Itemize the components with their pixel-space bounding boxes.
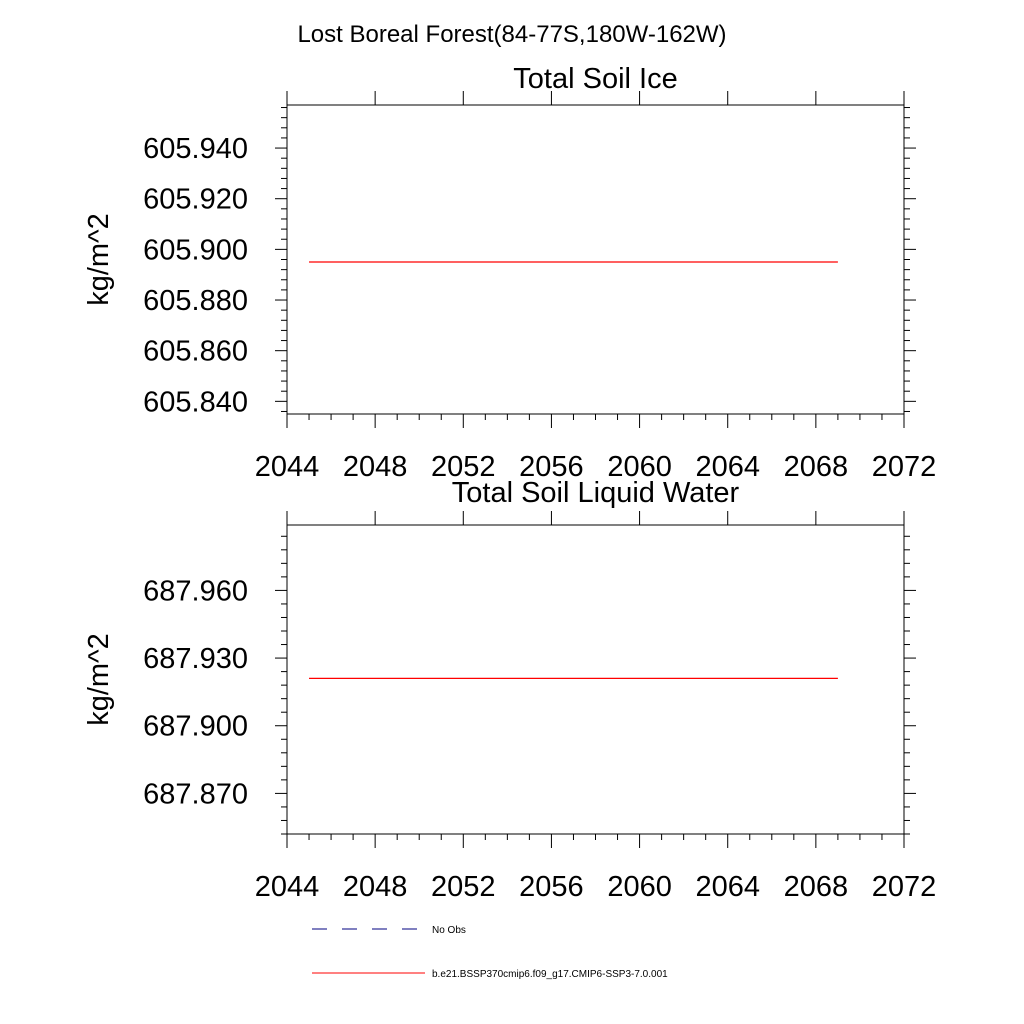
chart-panels: Total Soil Ice kg/m^2 2044 2048 2052 2056 2060… — [83, 63, 936, 903]
legend-label-1: No Obs — [432, 925, 466, 936]
x-tick-label: 2052 — [431, 451, 496, 483]
x-tick-label: 2068 — [784, 871, 849, 903]
x-tick-label: 2048 — [343, 451, 408, 483]
x-tick-label: 2064 — [695, 451, 760, 483]
x-tick-label: 2064 — [695, 871, 760, 903]
page-title: Lost Boreal Forest(84-77S,180W-162W) — [297, 21, 726, 48]
x-tick-label: 2052 — [431, 871, 496, 903]
y-tick-label: 605.940 — [143, 133, 248, 165]
y-axis-label: kg/m^2 — [83, 213, 115, 306]
y-tick-label: 687.960 — [143, 575, 248, 607]
y-tick-label: 605.900 — [143, 234, 248, 266]
panel-title: Total Soil Ice — [513, 63, 677, 95]
chart-panel-2: Total Soil Liquid Water kg/m^2 2044 2048 205… — [83, 477, 936, 903]
x-tick-label: 2048 — [343, 871, 408, 903]
x-tick-label: 2072 — [872, 871, 937, 903]
x-tick-label: 2068 — [784, 451, 849, 483]
chart-panel-1: Total Soil Ice kg/m^2 2044 2048 2052 2056 2060… — [83, 63, 936, 483]
x-tick-label: 2044 — [255, 871, 320, 903]
x-tick-label: 2060 — [607, 871, 672, 903]
legend-label-2: b.e21.BSSP370cmip6.f09_g17.CMIP6-SSP3-7.… — [432, 969, 668, 980]
y-tick-label: 687.870 — [143, 778, 248, 810]
y-tick-label: 687.900 — [143, 711, 248, 743]
x-tick-label: 2044 — [255, 451, 320, 483]
y-tick-label: 687.930 — [143, 643, 248, 675]
y-tick-label: 605.920 — [143, 184, 248, 216]
x-tick-label: 2056 — [519, 451, 584, 483]
panel-title: Total Soil Liquid Water — [452, 477, 740, 509]
y-tick-label: 605.860 — [143, 336, 248, 368]
y-axis-label: kg/m^2 — [83, 633, 115, 726]
y-tick-label: 605.880 — [143, 285, 248, 317]
legend: No Obs b.e21.BSSP370cmip6.f09_g17.CMIP6-S… — [312, 925, 668, 980]
y-tick-label: 605.840 — [143, 386, 248, 418]
x-tick-label: 2056 — [519, 871, 584, 903]
x-tick-label: 2072 — [872, 451, 937, 483]
x-tick-label: 2060 — [607, 451, 672, 483]
